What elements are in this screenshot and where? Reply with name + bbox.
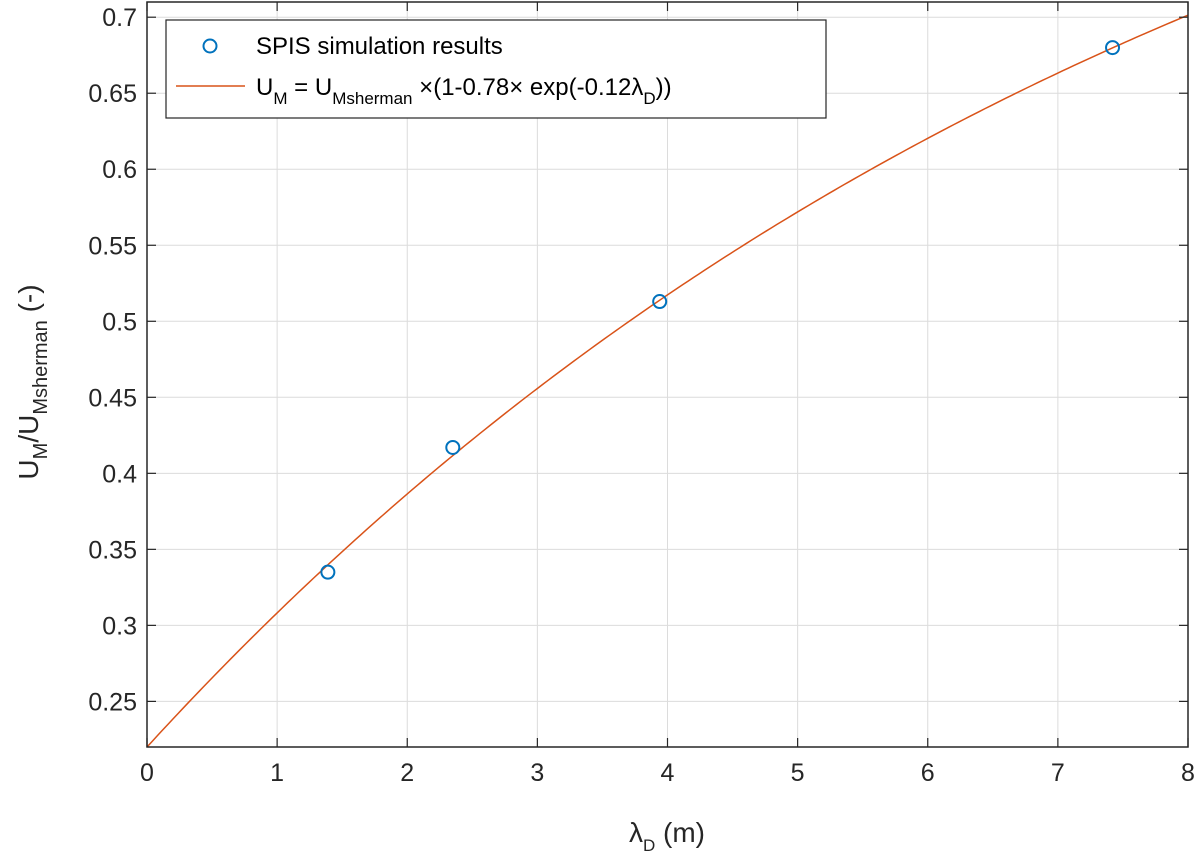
data-points-layer (320, 40, 1121, 580)
x-tick-label: 6 (921, 759, 935, 787)
y-tick-label: 0.4 (102, 460, 137, 488)
x-tick-label: 2 (400, 759, 414, 787)
data-point (320, 564, 336, 580)
x-tick-label: 8 (1181, 759, 1195, 787)
x-tick-label: 7 (1051, 759, 1065, 787)
y-tick-label: 0.3 (102, 612, 137, 640)
legend-entry-fit: UM = UMsherman ×(1-0.78× exp(-0.12λD)) (256, 74, 672, 108)
y-tick-label: 0.6 (102, 156, 137, 184)
x-tick-label: 0 (140, 759, 154, 787)
legend-box (165, 19, 827, 119)
legend: SPIS simulation results UM = UMsherman ×… (165, 19, 827, 119)
x-tick-label: 5 (791, 759, 805, 787)
axis-ticks: 0 1 2 3 4 5 6 7 8 0.25 0.3 0.35 0.4 0.45 0.5 0.55 0.6 0.6… (88, 2, 1195, 787)
y-tick-label: 0.5 (102, 308, 137, 336)
x-tick-label: 4 (661, 759, 675, 787)
y-tick-label: 0.45 (88, 384, 137, 412)
x-tick-label: 1 (270, 759, 284, 787)
legend-entry-scatter: SPIS simulation results (256, 33, 503, 60)
y-tick-label: 0.55 (88, 232, 137, 260)
x-axis-label: λD (m) (629, 817, 705, 855)
y-tick-label: 0.25 (88, 688, 137, 716)
x-tick-label: 3 (530, 759, 544, 787)
legend-marker-scatter (202, 38, 218, 54)
data-point (652, 294, 668, 310)
data-point (1105, 40, 1121, 56)
data-point (445, 439, 461, 455)
y-tick-label: 0.7 (102, 4, 137, 32)
y-tick-label: 0.35 (88, 536, 137, 564)
y-axis-label: UM/UMsherman (-) (13, 284, 52, 479)
y-tick-label: 0.65 (88, 80, 137, 108)
